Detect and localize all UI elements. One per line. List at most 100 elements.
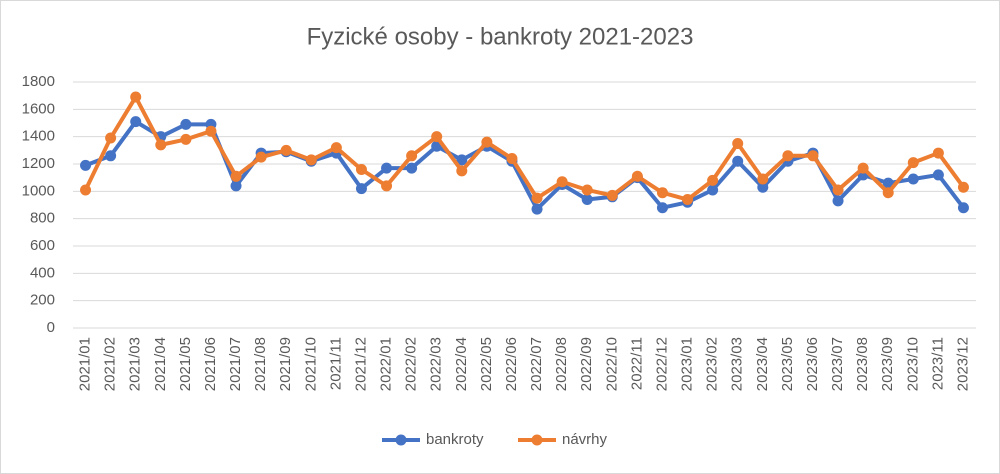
data-point bbox=[757, 173, 769, 185]
data-point bbox=[882, 187, 894, 199]
data-point bbox=[957, 202, 969, 214]
data-point bbox=[631, 170, 643, 182]
data-point bbox=[531, 192, 543, 204]
x-tick-label: 2023/07 bbox=[829, 337, 846, 391]
x-tick-label: 2021/08 bbox=[252, 337, 269, 391]
data-point bbox=[456, 154, 468, 166]
y-tick-label: 400 bbox=[30, 264, 55, 281]
data-point bbox=[255, 151, 267, 163]
data-point bbox=[180, 118, 192, 130]
x-tick-label: 2021/03 bbox=[127, 337, 144, 391]
data-point bbox=[381, 180, 393, 192]
data-point bbox=[707, 184, 719, 196]
data-point bbox=[305, 154, 317, 166]
data-point bbox=[957, 181, 969, 193]
x-tick-label: 2022/08 bbox=[553, 337, 570, 391]
data-point bbox=[707, 174, 719, 186]
data-point bbox=[656, 187, 668, 199]
data-point bbox=[481, 136, 493, 148]
data-point bbox=[606, 189, 618, 201]
x-tick-label: 2021/04 bbox=[152, 337, 169, 391]
x-tick-label: 2023/08 bbox=[854, 337, 871, 391]
series-line bbox=[83, 95, 966, 202]
data-point bbox=[857, 162, 869, 174]
data-point bbox=[556, 176, 568, 188]
x-tick-label: 2021/02 bbox=[102, 337, 119, 391]
y-tick-label: 600 bbox=[30, 237, 55, 254]
data-point bbox=[105, 150, 117, 162]
data-point bbox=[205, 125, 217, 137]
data-point bbox=[130, 116, 142, 128]
x-tick-label: 2023/10 bbox=[904, 337, 921, 391]
y-tick-label: 1000 bbox=[22, 182, 55, 199]
y-tick-label: 1400 bbox=[22, 128, 55, 145]
x-tick-label: 2022/04 bbox=[453, 337, 470, 391]
x-tick-label: 2022/11 bbox=[628, 337, 645, 390]
legend-label: bankroty bbox=[426, 431, 484, 448]
data-point bbox=[180, 133, 192, 145]
x-tick-label: 2022/05 bbox=[478, 337, 495, 391]
data-point bbox=[531, 203, 543, 215]
data-point bbox=[230, 180, 242, 192]
y-tick-label: 200 bbox=[30, 292, 55, 309]
data-point bbox=[506, 153, 518, 165]
y-tick-label: 1200 bbox=[22, 155, 55, 172]
x-tick-label: 2022/12 bbox=[653, 337, 670, 391]
x-tick-label: 2022/06 bbox=[503, 337, 520, 391]
x-tick-label: 2023/06 bbox=[804, 337, 821, 391]
data-point bbox=[406, 162, 418, 174]
data-point bbox=[456, 165, 468, 177]
x-tick-label: 2021/10 bbox=[302, 337, 319, 391]
data-point bbox=[656, 202, 668, 214]
data-point bbox=[882, 177, 894, 189]
data-point bbox=[907, 157, 919, 169]
x-tick-label: 2023/12 bbox=[954, 337, 971, 391]
data-point bbox=[932, 147, 944, 159]
x-tick-label: 2022/09 bbox=[578, 337, 595, 391]
x-tick-label: 2021/12 bbox=[352, 337, 369, 391]
data-point bbox=[682, 194, 694, 206]
legend-marker bbox=[531, 434, 543, 446]
data-point bbox=[80, 159, 92, 171]
data-point bbox=[155, 139, 167, 151]
x-tick-label: 2023/05 bbox=[779, 337, 796, 391]
data-point bbox=[130, 91, 142, 103]
x-tick-label: 2023/01 bbox=[679, 337, 696, 391]
data-point bbox=[355, 163, 367, 175]
x-tick-label: 2021/06 bbox=[202, 337, 219, 391]
data-point bbox=[581, 194, 593, 206]
x-tick-label: 2022/01 bbox=[378, 337, 395, 391]
data-point bbox=[355, 183, 367, 195]
data-point bbox=[431, 131, 443, 143]
y-tick-label: 800 bbox=[30, 210, 55, 227]
data-point bbox=[330, 142, 342, 154]
legend-marker bbox=[395, 434, 407, 446]
data-point bbox=[832, 195, 844, 207]
data-point bbox=[832, 184, 844, 196]
x-tick-label: 2022/10 bbox=[603, 337, 620, 391]
x-tick-label: 2023/04 bbox=[754, 337, 771, 391]
x-tick-label: 2023/09 bbox=[879, 337, 896, 391]
data-point bbox=[80, 184, 92, 196]
data-point bbox=[807, 150, 819, 162]
data-point bbox=[406, 150, 418, 162]
x-tick-label: 2021/09 bbox=[277, 337, 294, 391]
y-tick-label: 0 bbox=[47, 319, 55, 336]
x-tick-label: 2023/03 bbox=[729, 337, 746, 391]
x-tick-label: 2022/03 bbox=[428, 337, 445, 391]
data-point bbox=[732, 138, 744, 149]
data-point bbox=[381, 162, 393, 174]
data-point bbox=[230, 170, 242, 182]
x-tick-label: 2021/11 bbox=[327, 337, 344, 390]
data-point bbox=[757, 181, 769, 193]
legend-label: návrhy bbox=[562, 431, 608, 448]
x-tick-label: 2021/05 bbox=[177, 337, 194, 391]
data-point bbox=[280, 144, 292, 156]
data-point bbox=[581, 184, 593, 196]
chart-title: Fyzické osoby - bankroty 2021-2023 bbox=[307, 23, 694, 50]
y-tick-label: 1600 bbox=[22, 100, 55, 117]
x-tick-label: 2022/02 bbox=[403, 337, 420, 391]
